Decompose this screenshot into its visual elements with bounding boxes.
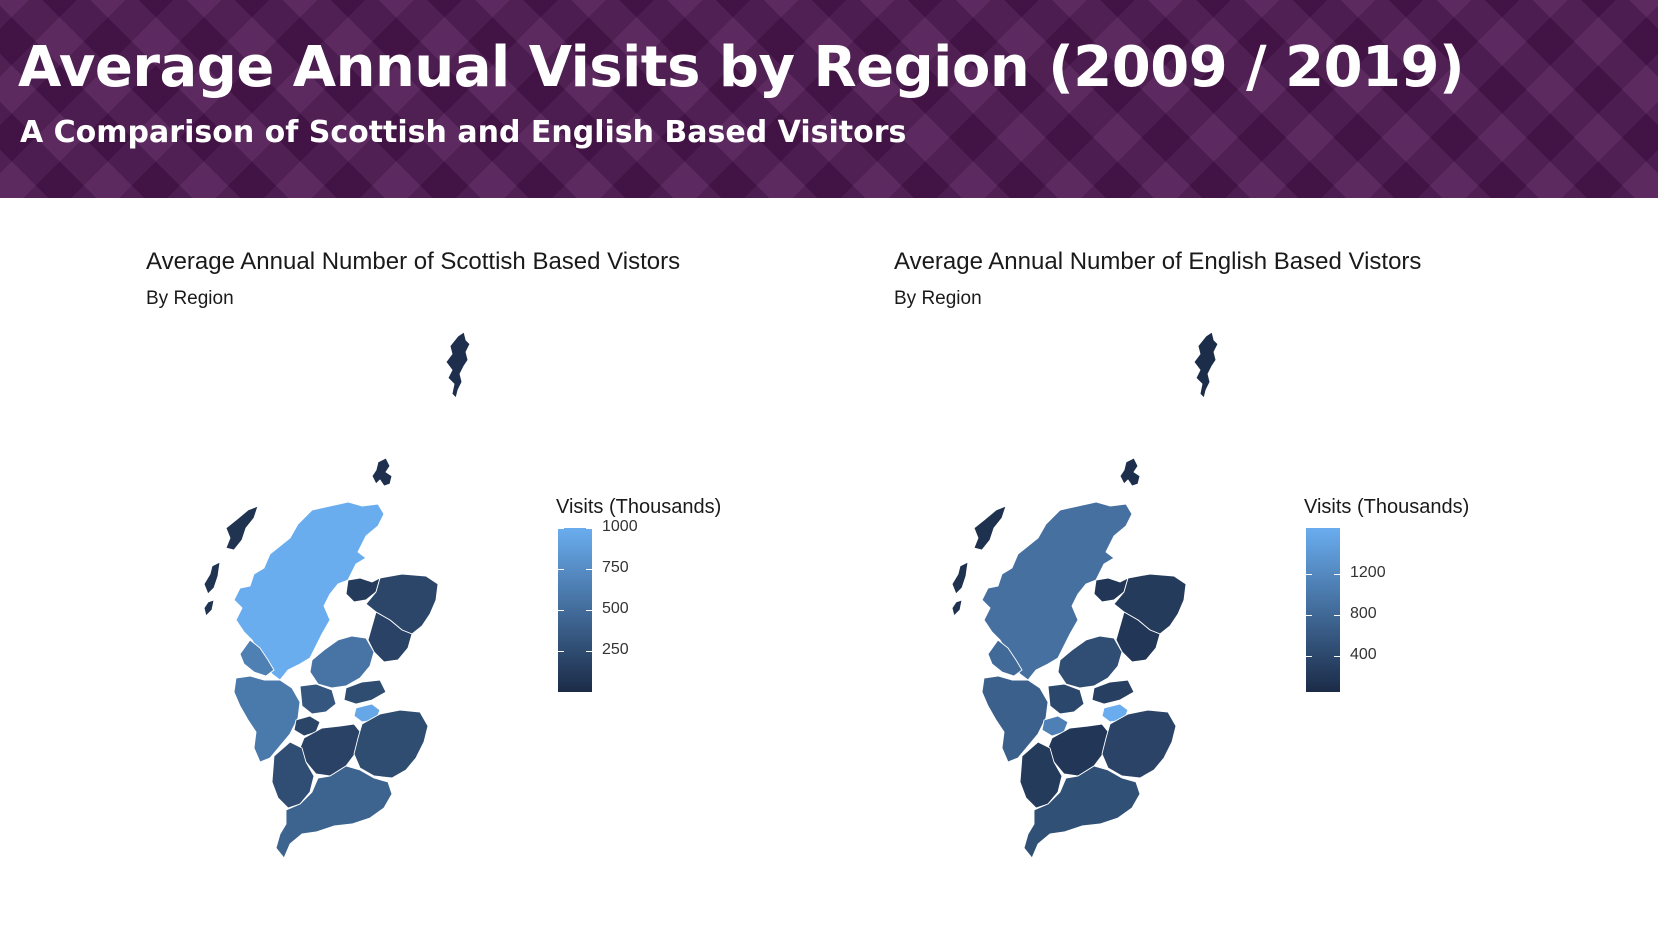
legend-tick-mark	[586, 569, 592, 570]
color-legend: Visits (Thousands) 1200 800 400	[1304, 496, 1524, 696]
legend-tick-label: 500	[602, 600, 629, 617]
region-shetland	[445, 331, 471, 399]
legend-tick-mark	[1334, 615, 1340, 617]
region-orkney	[1119, 457, 1141, 487]
legend-tick-mark	[1334, 656, 1340, 658]
legend-tick-label: 1000	[602, 518, 638, 535]
region-highland	[233, 501, 385, 681]
legend-tick-mark	[558, 528, 564, 529]
region-argyll-bute	[981, 675, 1049, 763]
region-shetland	[1193, 331, 1219, 399]
region-fife	[343, 679, 387, 705]
page-title: Average Annual Visits by Region (2009 / …	[18, 35, 1465, 100]
region-aberdeenshire	[1113, 573, 1187, 635]
region-dumfries-galloway	[1023, 765, 1141, 859]
legend-tick-label: 750	[602, 559, 629, 576]
region-western-isles	[203, 505, 259, 617]
legend-title: Visits (Thousands)	[1304, 496, 1470, 518]
region-perth-kinross	[309, 635, 375, 689]
map-subtitle: By Region	[894, 288, 982, 309]
legend-tick-mark	[1306, 574, 1312, 576]
legend-color-bar	[1306, 528, 1340, 692]
legend-tick-mark	[1306, 615, 1312, 617]
region-fife	[1091, 679, 1135, 705]
legend-tick-label: 400	[1350, 646, 1377, 664]
region-highland-south	[987, 639, 1023, 677]
color-legend: Visits (Thousands) 1000 750 500 250	[556, 496, 776, 696]
map-subtitle: By Region	[146, 288, 234, 309]
region-borders	[353, 709, 429, 779]
page-subtitle: A Comparison of Scottish and English Bas…	[20, 115, 907, 150]
header-banner: Average Annual Visits by Region (2009 / …	[0, 0, 1658, 198]
legend-tick-label: 1200	[1350, 564, 1386, 582]
legend-tick-mark	[1306, 656, 1312, 658]
region-perth-kinross	[1057, 635, 1123, 689]
region-ayrshire	[1019, 741, 1063, 809]
region-dumfries-galloway	[275, 765, 393, 859]
map-title: Average Annual Number of Scottish Based …	[146, 248, 681, 275]
region-western-isles	[951, 505, 1007, 617]
region-stirling	[299, 683, 337, 715]
region-highland-south	[239, 639, 275, 677]
legend-tick-label: 250	[602, 641, 629, 658]
region-highland	[981, 501, 1133, 681]
english-visitors-map-panel: Average Annual Number of English Based V…	[888, 248, 1648, 888]
region-borders	[1101, 709, 1177, 779]
region-aberdeenshire	[365, 573, 439, 635]
region-argyll-bute	[233, 675, 301, 763]
scotland-map	[203, 331, 471, 859]
legend-tick-mark	[558, 610, 564, 611]
legend-tick-mark	[586, 651, 592, 652]
legend-tick-mark	[586, 528, 592, 529]
region-ayrshire	[271, 741, 315, 809]
region-orkney	[371, 457, 393, 487]
map-title: Average Annual Number of English Based V…	[894, 248, 1422, 275]
scotland-map	[951, 331, 1219, 859]
legend-tick-mark	[558, 569, 564, 570]
legend-tick-mark	[1334, 574, 1340, 576]
legend-title: Visits (Thousands)	[556, 496, 722, 518]
scottish-visitors-map-panel: Average Annual Number of Scottish Based …	[140, 248, 900, 888]
legend-tick-mark	[586, 610, 592, 611]
legend-tick-label: 800	[1350, 605, 1377, 623]
region-stirling	[1047, 683, 1085, 715]
legend-tick-mark	[558, 651, 564, 652]
